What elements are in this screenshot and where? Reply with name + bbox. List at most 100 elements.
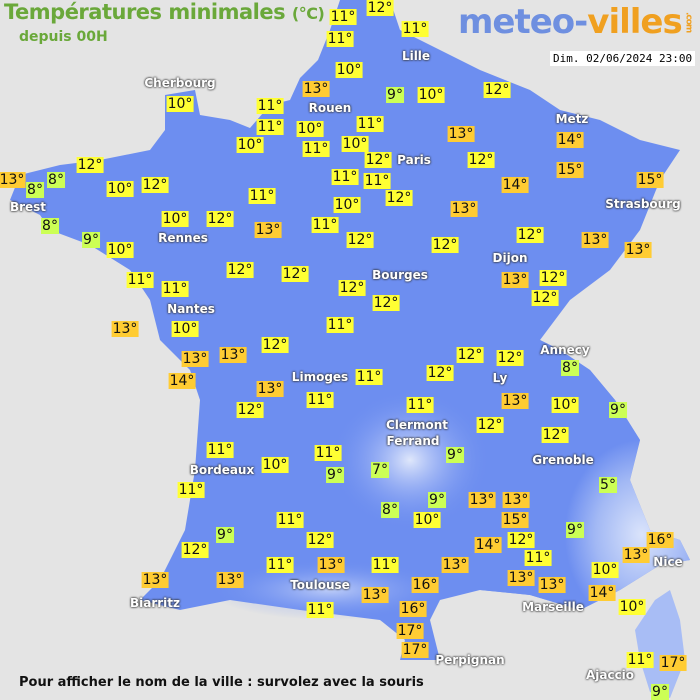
temperature-label[interactable]: 10° [106, 242, 134, 258]
temperature-label[interactable]: 15° [556, 162, 584, 178]
temperature-label[interactable]: 10° [413, 512, 441, 528]
temperature-label[interactable]: 11° [329, 9, 357, 25]
temperature-label[interactable]: 13° [450, 201, 478, 217]
temperature-label[interactable]: 11° [306, 392, 334, 408]
temperature-label[interactable]: 11° [326, 317, 354, 333]
temperature-label[interactable]: 11° [401, 21, 429, 37]
temperature-label[interactable]: 13° [361, 587, 389, 603]
temperature-label[interactable]: 12° [483, 82, 511, 98]
temperature-label[interactable]: 11° [331, 169, 359, 185]
temperature-label[interactable]: 12° [306, 532, 334, 548]
temperature-label[interactable]: 12° [226, 262, 254, 278]
temperature-label[interactable]: 10° [106, 181, 134, 197]
temperature-label[interactable]: 11° [177, 482, 205, 498]
temperature-label[interactable]: 9° [386, 87, 404, 103]
temperature-label[interactable]: 9° [651, 684, 669, 700]
temperature-label[interactable]: 13° [216, 572, 244, 588]
temperature-label[interactable]: 12° [338, 280, 366, 296]
temperature-label[interactable]: 10° [417, 87, 445, 103]
temperature-label[interactable]: 8° [41, 218, 59, 234]
temperature-label[interactable]: 5° [599, 477, 617, 493]
temperature-label[interactable]: 12° [431, 237, 459, 253]
temperature-label[interactable]: 10° [341, 136, 369, 152]
temperature-label[interactable]: 15° [501, 512, 529, 528]
temperature-label[interactable]: 11° [306, 602, 334, 618]
temperature-label[interactable]: 16° [399, 601, 427, 617]
temperature-label[interactable]: 12° [141, 177, 169, 193]
temperature-label[interactable]: 12° [516, 227, 544, 243]
temperature-label[interactable]: 12° [476, 417, 504, 433]
temperature-label[interactable]: 11° [302, 141, 330, 157]
temperature-label[interactable]: 12° [236, 402, 264, 418]
temperature-label[interactable]: 13° [447, 126, 475, 142]
temperature-label[interactable]: 10° [261, 457, 289, 473]
temperature-label[interactable]: 13° [622, 547, 650, 563]
temperature-label[interactable]: 12° [456, 347, 484, 363]
temperature-label[interactable]: 13° [501, 272, 529, 288]
temperature-label[interactable]: 16° [411, 577, 439, 593]
temperature-label[interactable]: 9° [566, 522, 584, 538]
temperature-label[interactable]: 12° [467, 152, 495, 168]
temperature-label[interactable]: 12° [426, 365, 454, 381]
temperature-label[interactable]: 10° [618, 599, 646, 615]
temperature-label[interactable]: 14° [168, 373, 196, 389]
temperature-label[interactable]: 14° [501, 177, 529, 193]
temperature-label[interactable]: 9° [216, 527, 234, 543]
temperature-label[interactable]: 13° [501, 393, 529, 409]
temperature-label[interactable]: 11° [524, 550, 552, 566]
temperature-label[interactable]: 12° [507, 532, 535, 548]
temperature-label[interactable]: 17° [396, 623, 424, 639]
temperature-label[interactable]: 13° [581, 232, 609, 248]
temperature-label[interactable]: 12° [181, 542, 209, 558]
temperature-label[interactable]: 12° [539, 270, 567, 286]
temperature-label[interactable]: 13° [254, 222, 282, 238]
temperature-label[interactable]: 14° [556, 132, 584, 148]
temperature-label[interactable]: 11° [311, 217, 339, 233]
temperature-label[interactable]: 12° [76, 157, 104, 173]
temperature-label[interactable]: 8° [26, 182, 44, 198]
temperature-label[interactable]: 11° [276, 512, 304, 528]
temperature-label[interactable]: 12° [372, 295, 400, 311]
temperature-label[interactable]: 13° [302, 81, 330, 97]
temperature-label[interactable]: 10° [161, 211, 189, 227]
temperature-label[interactable]: 11° [355, 369, 383, 385]
temperature-label[interactable]: 13° [256, 381, 284, 397]
temperature-label[interactable]: 9° [326, 467, 344, 483]
temperature-label[interactable]: 17° [659, 655, 687, 671]
logo[interactable]: meteo-villes .com [458, 2, 694, 42]
temperature-label[interactable]: 12° [206, 211, 234, 227]
temperature-label[interactable]: 13° [141, 572, 169, 588]
temperature-label[interactable]: 12° [366, 0, 394, 16]
temperature-label[interactable]: 11° [356, 116, 384, 132]
temperature-label[interactable]: 8° [561, 360, 579, 376]
temperature-label[interactable]: 12° [346, 232, 374, 248]
temperature-label[interactable]: 13° [111, 321, 139, 337]
temperature-label[interactable]: 10° [335, 62, 363, 78]
temperature-label[interactable]: 10° [166, 96, 194, 112]
temperature-label[interactable]: 13° [468, 492, 496, 508]
temperature-label[interactable]: 10° [551, 397, 579, 413]
temperature-label[interactable]: 13° [219, 347, 247, 363]
temperature-label[interactable]: 14° [474, 537, 502, 553]
temperature-label[interactable]: 12° [281, 266, 309, 282]
temperature-label[interactable]: 10° [296, 121, 324, 137]
temperature-label[interactable]: 13° [624, 242, 652, 258]
temperature-label[interactable]: 11° [626, 652, 654, 668]
temperature-label[interactable]: 10° [236, 137, 264, 153]
temperature-label[interactable]: 10° [333, 197, 361, 213]
temperature-label[interactable]: 11° [248, 188, 276, 204]
temperature-label[interactable]: 9° [428, 492, 446, 508]
temperature-label[interactable]: 11° [161, 281, 189, 297]
temperature-label[interactable]: 13° [317, 557, 345, 573]
temperature-label[interactable]: 15° [636, 172, 664, 188]
temperature-label[interactable]: 12° [364, 152, 392, 168]
temperature-label[interactable]: 13° [441, 557, 469, 573]
temperature-label[interactable]: 7° [371, 462, 389, 478]
temperature-label[interactable]: 11° [126, 272, 154, 288]
temperature-label[interactable]: 13° [507, 570, 535, 586]
temperature-label[interactable]: 10° [171, 321, 199, 337]
temperature-label[interactable]: 13° [502, 492, 530, 508]
temperature-label[interactable]: 12° [541, 427, 569, 443]
temperature-label[interactable]: 13° [538, 577, 566, 593]
temperature-label[interactable]: 9° [82, 232, 100, 248]
